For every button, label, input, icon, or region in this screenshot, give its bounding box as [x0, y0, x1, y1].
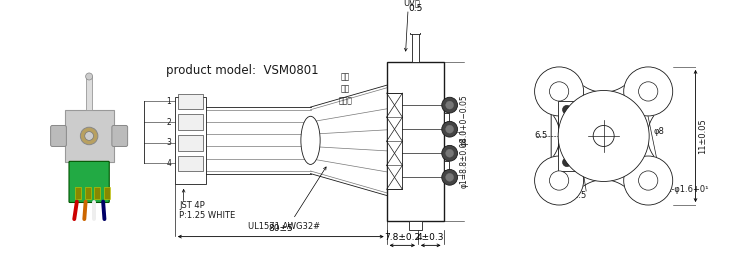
Text: 0.4: 0.4 [426, 201, 440, 210]
Text: product model:  VSM0801: product model: VSM0801 [166, 64, 319, 77]
Bar [104, 187, 110, 199]
FancyBboxPatch shape [112, 126, 128, 147]
Text: 2-φ1.6+0¹: 2-φ1.6+0¹ [667, 185, 710, 194]
Bar [443, 113, 448, 121]
Bar [443, 161, 448, 170]
Text: φ8: φ8 [653, 127, 664, 136]
Bar [178, 156, 203, 171]
FancyBboxPatch shape [69, 161, 110, 203]
Bar [409, 221, 422, 230]
Circle shape [562, 158, 572, 167]
Circle shape [638, 82, 658, 101]
Bar [178, 94, 203, 109]
Text: 3: 3 [166, 138, 172, 147]
Text: 0.5: 0.5 [408, 4, 422, 13]
Bar [178, 114, 203, 130]
Text: 白干燥: 白干燥 [338, 96, 352, 105]
Circle shape [85, 132, 94, 140]
Text: 4: 4 [166, 159, 172, 168]
Text: φ1=8.8±0.08: φ1=8.8±0.08 [459, 137, 468, 188]
Circle shape [593, 126, 614, 147]
Circle shape [624, 67, 673, 116]
Bar [387, 62, 443, 221]
Circle shape [446, 101, 454, 109]
Circle shape [535, 67, 584, 116]
Text: 2-R1.5: 2-R1.5 [560, 191, 586, 200]
Circle shape [624, 156, 673, 205]
Text: UV胶: UV胶 [404, 0, 421, 7]
Circle shape [446, 149, 454, 157]
Text: 4±0.3: 4±0.3 [417, 233, 445, 242]
Ellipse shape [301, 116, 320, 164]
Circle shape [446, 173, 454, 181]
Circle shape [638, 171, 658, 190]
Circle shape [86, 73, 92, 80]
Circle shape [562, 140, 572, 149]
Text: JST 4P
P:1.25 WHITE: JST 4P P:1.25 WHITE [179, 201, 236, 220]
Circle shape [442, 97, 458, 113]
Text: 素材: 素材 [341, 72, 350, 81]
Bar [178, 135, 203, 151]
Bar [412, 26, 419, 62]
FancyBboxPatch shape [64, 110, 113, 162]
Bar [175, 97, 206, 184]
Circle shape [442, 146, 458, 161]
Bar [410, 26, 420, 34]
Bar [75, 187, 81, 199]
Bar [86, 76, 92, 110]
Text: 6.5: 6.5 [535, 132, 548, 141]
Circle shape [558, 90, 650, 182]
Text: 80±5: 80±5 [268, 224, 293, 233]
Text: 7.8±0.2: 7.8±0.2 [384, 233, 420, 242]
Circle shape [80, 127, 98, 145]
Circle shape [442, 170, 458, 185]
Text: 11±0.05: 11±0.05 [698, 118, 707, 154]
FancyBboxPatch shape [50, 126, 66, 147]
Bar [85, 187, 91, 199]
Circle shape [550, 82, 568, 101]
Text: 缩膡: 缩膡 [341, 84, 350, 93]
Bar [387, 93, 403, 189]
Circle shape [442, 121, 458, 137]
Text: φ4.0+0−0.05: φ4.0+0−0.05 [459, 94, 468, 146]
Circle shape [550, 171, 568, 190]
Bar [558, 101, 576, 171]
Circle shape [446, 125, 454, 133]
Circle shape [562, 123, 572, 132]
Text: UL1571 AWG32#: UL1571 AWG32# [248, 222, 320, 231]
Circle shape [535, 156, 584, 205]
Bar [94, 187, 100, 199]
Text: 1: 1 [166, 97, 172, 106]
Circle shape [562, 105, 572, 114]
Text: 2: 2 [166, 118, 172, 127]
